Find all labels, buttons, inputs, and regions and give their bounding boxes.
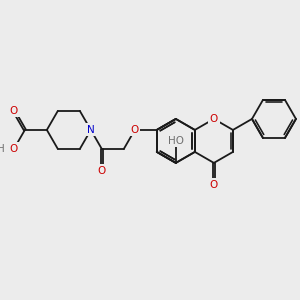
Text: O: O <box>210 180 218 190</box>
Text: O: O <box>10 106 18 116</box>
Text: O: O <box>210 114 218 124</box>
Text: H: H <box>0 144 4 154</box>
Text: N: N <box>87 125 95 135</box>
Text: O: O <box>131 125 139 135</box>
Text: O: O <box>10 144 18 154</box>
Text: HO: HO <box>168 136 184 146</box>
Text: O: O <box>10 144 18 154</box>
Text: O: O <box>98 166 106 176</box>
Text: O: O <box>10 106 18 116</box>
